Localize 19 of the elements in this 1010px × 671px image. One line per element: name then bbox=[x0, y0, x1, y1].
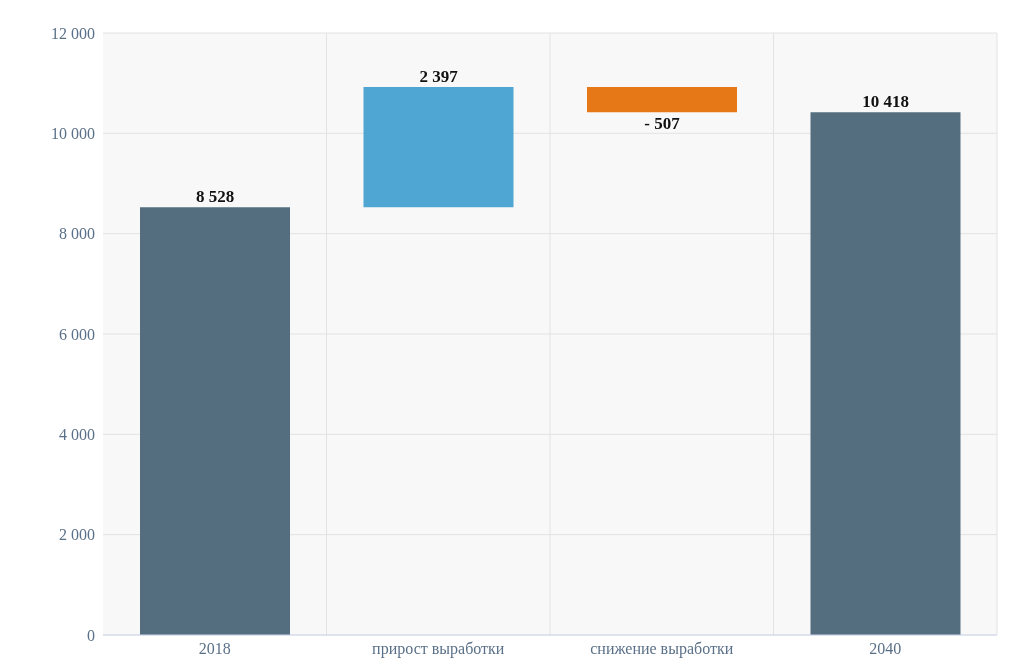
x-tick-label: 2040 bbox=[869, 640, 902, 658]
y-tick-label: 6 000 bbox=[59, 325, 95, 343]
y-tick-label: 8 000 bbox=[59, 225, 95, 243]
data-label: 8 528 bbox=[195, 187, 235, 207]
bar bbox=[363, 86, 514, 208]
bar bbox=[810, 112, 961, 635]
y-tick-label: 4 000 bbox=[59, 426, 95, 444]
y-tick-label: 12 000 bbox=[51, 24, 95, 42]
y-tick-label: 0 bbox=[87, 626, 95, 644]
y-tick-label: 2 000 bbox=[59, 526, 95, 544]
data-label: 10 418 bbox=[862, 92, 909, 112]
bar bbox=[587, 86, 737, 113]
x-tick-label: снижение выработки bbox=[590, 640, 734, 659]
y-tick-label: 10 000 bbox=[51, 125, 95, 143]
data-label: - 507 bbox=[644, 114, 681, 134]
bar bbox=[140, 207, 290, 635]
data-label: 2 397 bbox=[419, 66, 459, 86]
x-tick-label: 2018 bbox=[198, 640, 231, 658]
x-tick-label: прирост выработки bbox=[372, 640, 505, 659]
